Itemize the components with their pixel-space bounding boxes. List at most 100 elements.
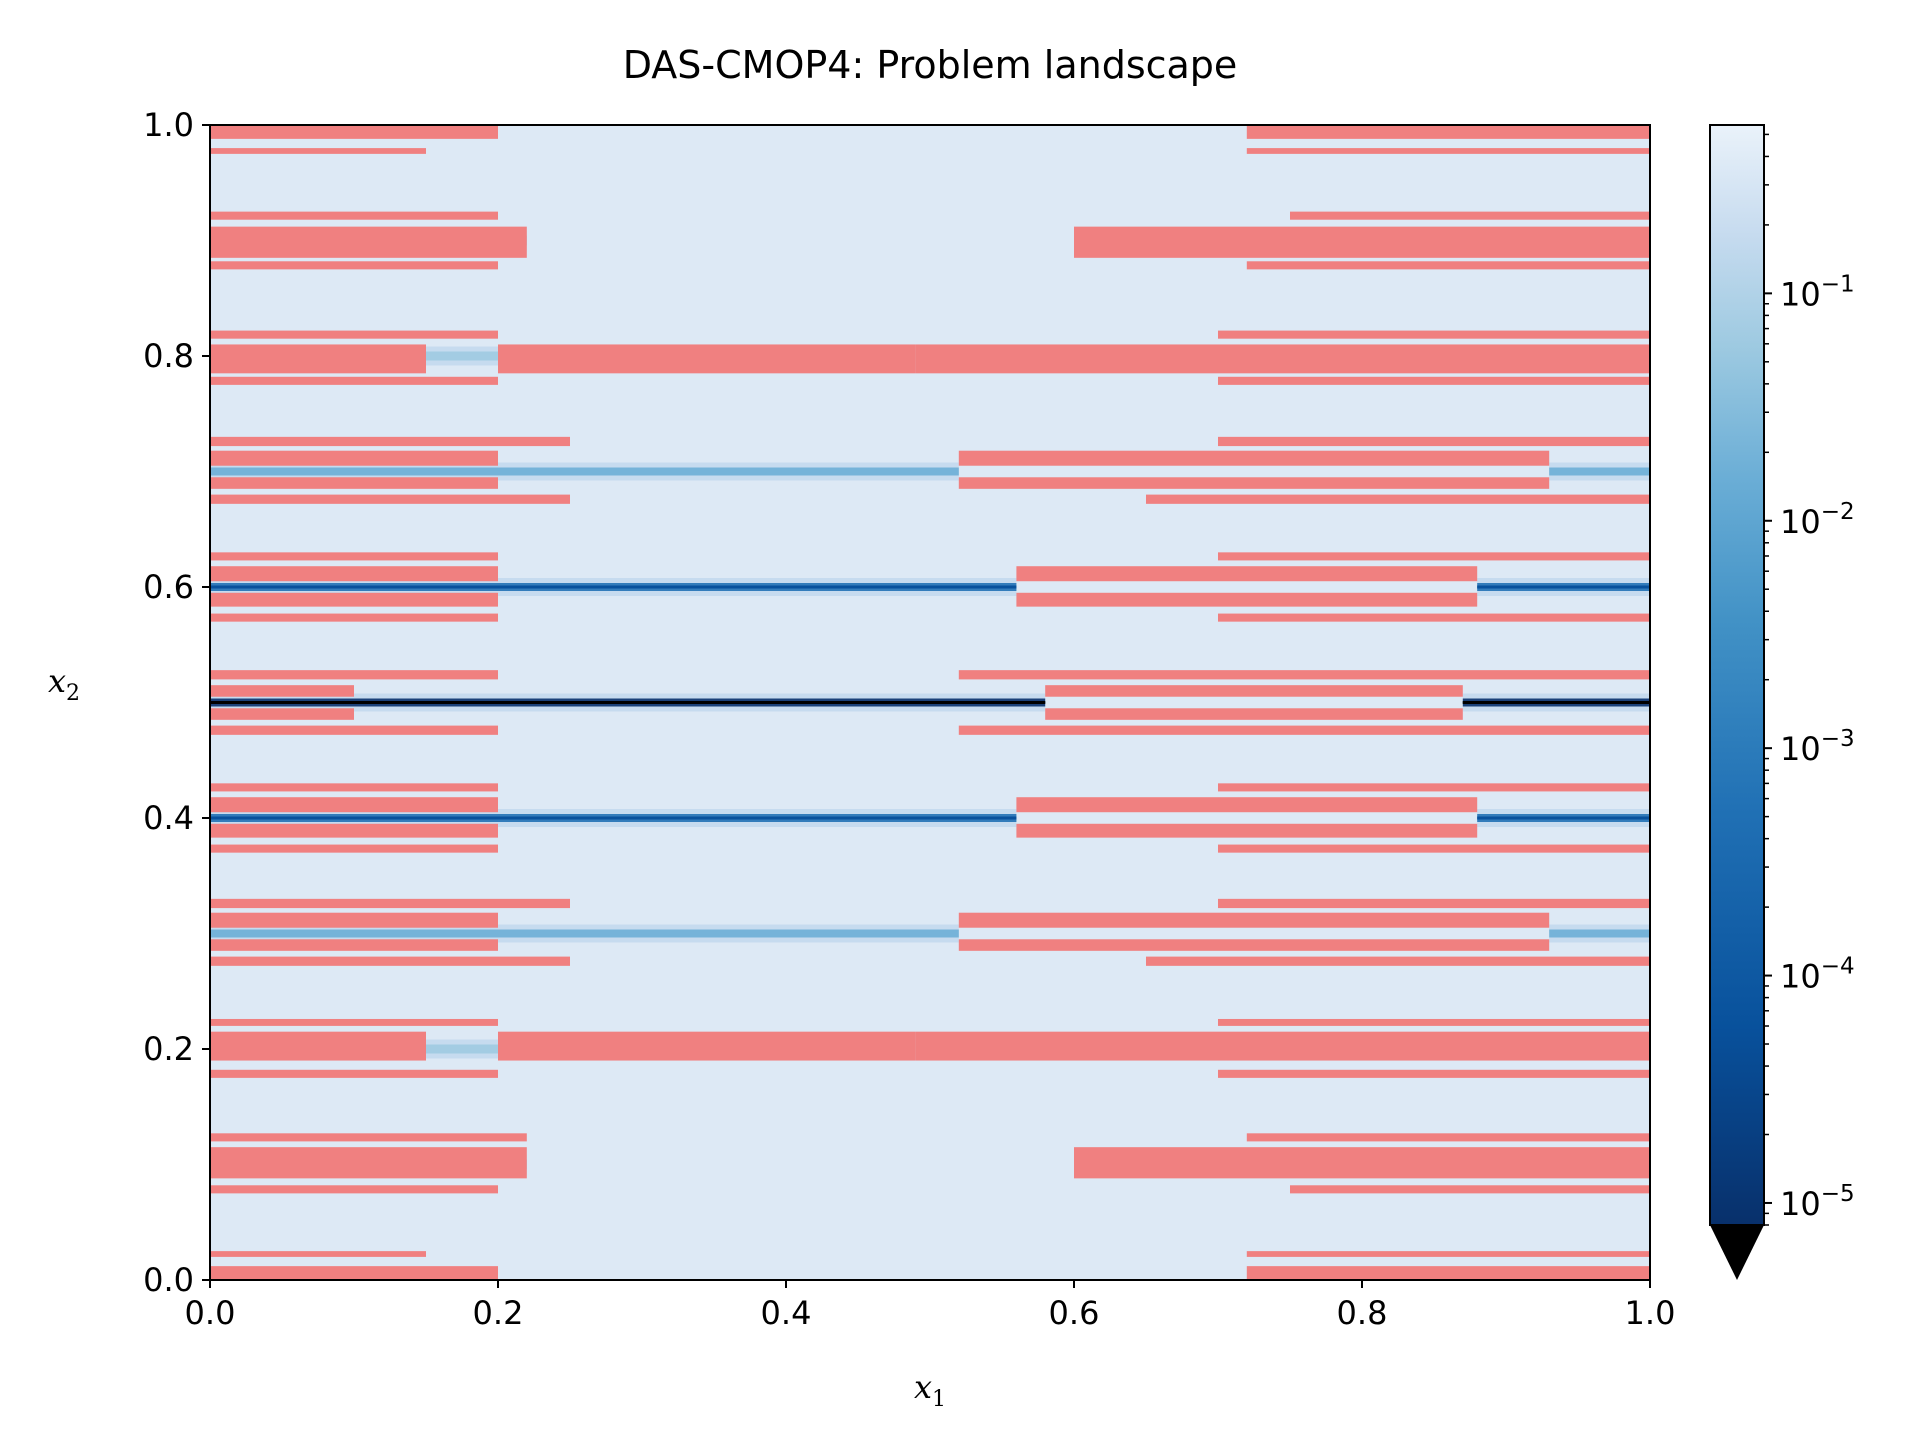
infeasible-region-17-1 (1045, 708, 1463, 720)
valley-line-3-1 (1477, 816, 1650, 820)
infeasible-region-3-0 (210, 1147, 527, 1179)
infeasible-region-29-2 (915, 344, 1650, 374)
infeasible-region-14-0 (210, 797, 498, 813)
infeasible-region-10-0 (210, 912, 498, 928)
infeasible-region-31-1 (1246, 261, 1650, 270)
infeasible-region-16-0 (210, 725, 498, 735)
infeasible-region-1-0 (210, 1251, 426, 1257)
infeasible-region-16-1 (958, 725, 1650, 735)
infeasible-region-24-1 (1146, 494, 1650, 504)
colorbar-extend-min (1710, 1225, 1764, 1280)
infeasible-region-0-1 (1246, 1266, 1650, 1280)
colorbar-tick-label-4: 10−5 (1780, 1181, 1855, 1223)
infeasible-region-35-0 (210, 125, 498, 139)
infeasible-region-23-1 (1218, 552, 1650, 561)
infeasible-region-20-1 (1218, 613, 1650, 622)
infeasible-region-6-2 (915, 1031, 1650, 1061)
y-tick-label-3: 0.6 (143, 568, 194, 606)
infeasible-region-7-1 (1218, 1018, 1650, 1026)
y-tick-label-2: 0.4 (143, 799, 194, 837)
infeasible-region-4-0 (210, 1133, 527, 1142)
y-axis-label-sub: 2 (66, 681, 80, 706)
y-tick-label-1: 0.2 (143, 1030, 194, 1068)
infeasible-region-27-0 (210, 436, 570, 447)
infeasible-region-33-1 (1290, 211, 1650, 220)
chart-title: DAS-CMOP4: Problem landscape (623, 43, 1238, 87)
infeasible-region-4-1 (1246, 1133, 1650, 1142)
infeasible-region-27-1 (1218, 436, 1650, 447)
colorbar-tick-label-1: 10−2 (1780, 499, 1855, 541)
plot-area (210, 125, 1650, 1280)
x-tick-label-4: 0.8 (1337, 1294, 1388, 1332)
infeasible-region-3-1 (1074, 1147, 1650, 1179)
infeasible-region-13-0 (210, 823, 498, 838)
infeasible-region-30-0 (210, 330, 498, 339)
infeasible-region-28-1 (1218, 376, 1650, 385)
infeasible-region-0-0 (210, 1266, 498, 1280)
infeasible-region-33-0 (210, 211, 498, 220)
infeasible-region-35-1 (1246, 125, 1650, 139)
plot-frame (209, 124, 1651, 1281)
valley-line-5-0 (210, 585, 1017, 589)
colorbar-gradient (1710, 125, 1764, 1225)
x-axis-label: x1 (914, 1368, 946, 1412)
infeasible-region-9-0 (210, 939, 498, 951)
x-tick-label-5: 1.0 (1625, 1294, 1676, 1332)
infeasible-region-20-0 (210, 613, 498, 622)
valley-line-3-0 (210, 816, 1017, 820)
infeasible-region-30-1 (1218, 330, 1650, 339)
infeasible-region-11-0 (210, 898, 570, 909)
valley-core-6-0 (210, 467, 959, 476)
infeasible-region-32-0 (210, 226, 527, 258)
infeasible-region-29-1 (498, 344, 916, 374)
infeasible-region-6-1 (498, 1031, 916, 1061)
infeasible-region-14-1 (1016, 797, 1478, 813)
infeasible-region-29-0 (210, 344, 426, 374)
infeasible-region-12-1 (1218, 844, 1650, 853)
infeasible-region-19-1 (958, 670, 1650, 680)
infeasible-region-18-0 (210, 685, 354, 697)
infeasible-region-23-0 (210, 552, 498, 561)
infeasible-region-2-0 (210, 1185, 498, 1194)
colorbar-ticks: 10−1 10−2 10−3 10−4 10−5 (1764, 133, 1855, 1226)
x-tick-label-1: 0.2 (473, 1294, 524, 1332)
infeasible-region-12-0 (210, 844, 498, 853)
infeasible-region-19-0 (210, 670, 498, 680)
colorbar-tick-label-3: 10−4 (1780, 954, 1855, 996)
x-axis-label-var: x (914, 1368, 932, 1406)
y-axis-label-var: x (48, 662, 66, 700)
infeasible-region-10-1 (958, 912, 1550, 928)
colorbar: 10−1 10−2 10−3 10−4 10−5 (1709, 124, 1855, 1280)
infeasible-region-2-1 (1290, 1185, 1650, 1194)
valley-core-2-1 (1549, 929, 1650, 938)
infeasible-region-31-0 (210, 261, 498, 270)
infeasible-region-34-0 (210, 148, 426, 154)
y-axis: 0.0 0.2 0.4 0.6 0.8 1.0 (143, 106, 210, 1299)
y-tick-label-0: 0.0 (143, 1261, 194, 1299)
infeasible-region-15-0 (210, 783, 498, 792)
infeasible-region-22-0 (210, 566, 498, 582)
infeasible-region-6-0 (210, 1031, 426, 1061)
infeasible-region-28-0 (210, 376, 498, 385)
infeasible-region-34-1 (1246, 148, 1650, 154)
y-axis-label: x2 (48, 662, 80, 706)
infeasible-region-24-0 (210, 494, 570, 504)
valley-line-5-1 (1477, 585, 1650, 589)
infeasible-region-5-1 (1218, 1069, 1650, 1078)
x-tick-label-0: 0.0 (185, 1294, 236, 1332)
y-tick-label-5: 1.0 (143, 106, 194, 144)
x-tick-label-2: 0.4 (761, 1294, 812, 1332)
infeasible-region-26-0 (210, 450, 498, 466)
infeasible-region-25-1 (958, 477, 1550, 489)
y-tick-label-4: 0.8 (143, 337, 194, 375)
infeasible-region-21-1 (1016, 592, 1478, 607)
infeasible-region-21-0 (210, 592, 498, 607)
x-axis: 0.0 0.2 0.4 0.6 0.8 1.0 (185, 1280, 1676, 1332)
valley-core-2-0 (210, 929, 959, 938)
infeasible-region-1-1 (1246, 1251, 1650, 1257)
infeasible-region-8-0 (210, 956, 570, 966)
infeasible-region-11-1 (1218, 898, 1650, 909)
infeasible-layer (210, 125, 1650, 1280)
valley-core-6-1 (1549, 467, 1650, 476)
infeasible-region-7-0 (210, 1018, 498, 1026)
